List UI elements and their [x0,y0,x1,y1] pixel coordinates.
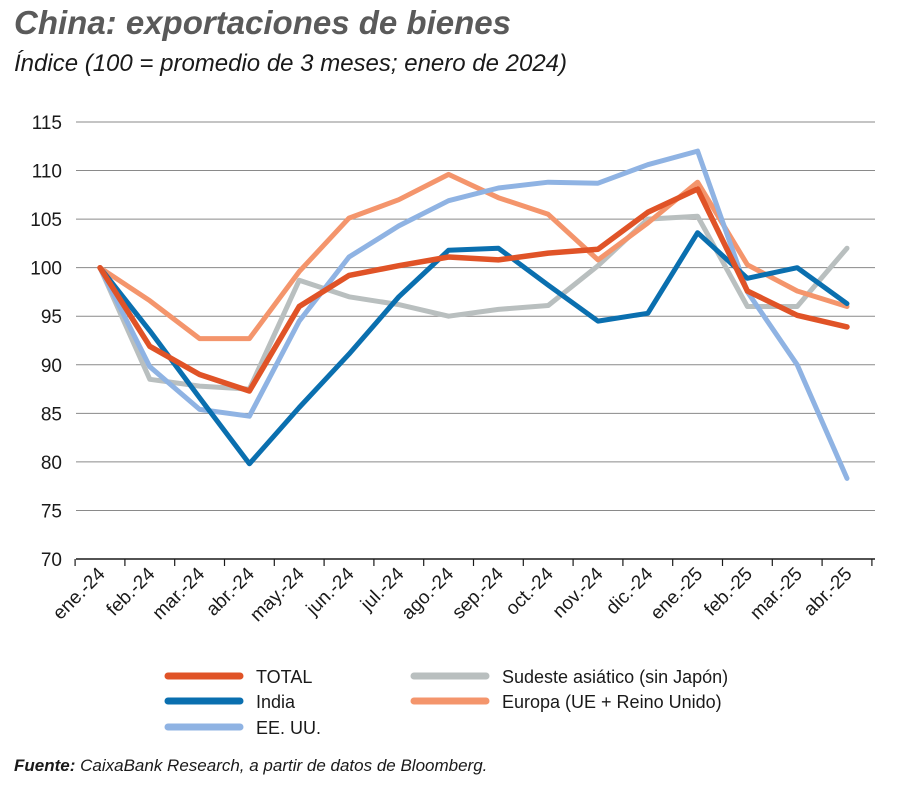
y-axis-ticks: 70 75 80 85 90 95 100 105 110 115 [30,113,62,571]
y-tick-label: 75 [41,501,62,522]
x-tick-label: may.-24 [246,563,309,626]
x-tick-label: jun.-24 [302,563,359,620]
y-tick-label: 85 [41,404,62,425]
series-line-total [97,186,850,394]
legend-label-eeuu: EE. UU. [256,718,321,738]
source-note: Fuente: CaixaBank Research, a partir de … [14,756,487,776]
legend-label-total: TOTAL [256,667,312,687]
x-tick-label: ene.-24 [49,563,110,624]
y-tick-label: 110 [32,162,62,183]
x-tick-label: mar.-25 [746,564,806,624]
legend-label-europa: Europa (UE + Reino Unido) [502,692,722,712]
y-tick-label: 115 [32,113,62,134]
y-tick-label: 95 [41,307,62,328]
series-lines [97,148,850,481]
gridlines [76,121,875,511]
chart-subtitle: Índice (100 = promedio de 3 meses; enero… [14,50,568,77]
x-tick-label: sep.-24 [448,563,508,623]
x-tick-label: nov.-24 [549,563,608,622]
source-label: Fuente: [14,756,76,775]
y-tick-label: 100 [30,259,62,280]
x-tick-label: ene.-25 [647,564,707,624]
x-tick-label: mar.-24 [149,563,210,624]
series-line-eeuu [97,148,850,481]
source-text: CaixaBank Research, a partir de datos de… [75,756,488,775]
x-axis: ene.-24feb.-24mar.-24abr.-24may.-24jun.-… [49,558,875,626]
legend: TOTAL Sudeste asiático (sin Japón) India Eu… [164,667,728,738]
chart-title: China: exportaciones de bienes [14,4,511,41]
y-tick-label: 70 [41,550,62,571]
series-line-sudeste [97,213,850,392]
y-tick-label: 105 [30,210,62,231]
x-tick-label: oct.-24 [502,563,558,619]
y-tick-label: 80 [41,453,62,474]
legend-label-india: India [256,692,296,712]
y-tick-label: 90 [41,356,62,377]
series-line-india [97,230,850,467]
x-tick-label: abr.-25 [800,564,857,621]
x-tick-label: ago.-24 [398,563,459,624]
legend-label-sudeste: Sudeste asiático (sin Japón) [502,667,728,687]
